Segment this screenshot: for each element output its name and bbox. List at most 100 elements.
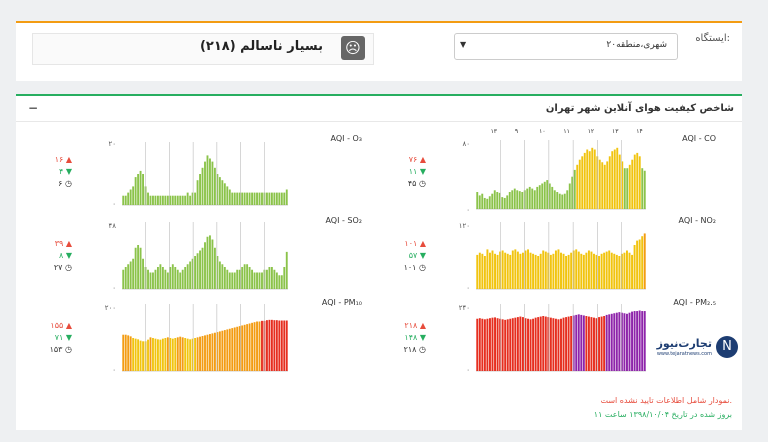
chart-bar bbox=[631, 159, 634, 209]
chart-bar bbox=[587, 316, 590, 371]
chart-bar bbox=[154, 269, 157, 289]
chart-bar bbox=[122, 334, 125, 371]
chart-bar bbox=[273, 320, 276, 371]
chart-bar bbox=[636, 311, 639, 371]
chart-bar bbox=[566, 190, 569, 209]
collapse-button[interactable]: − bbox=[27, 101, 39, 115]
chart-no2-ymax: ۱۲۰ bbox=[458, 222, 470, 230]
chart-bar bbox=[575, 249, 578, 289]
chart-bar bbox=[204, 242, 206, 289]
chart-o3-stats: ۱۶ ▲ ۴ ▼ ۶ ◷ bbox=[46, 154, 72, 190]
chart-bar bbox=[568, 183, 571, 209]
chart-bar bbox=[491, 250, 494, 289]
chart-bar bbox=[541, 183, 544, 209]
chart-pm25 bbox=[476, 304, 646, 372]
chart-bar bbox=[270, 267, 273, 289]
chart-bar bbox=[593, 253, 595, 289]
chart-bar bbox=[199, 250, 201, 289]
chart-bar bbox=[171, 338, 174, 371]
clock-icon: ◷ bbox=[419, 263, 426, 272]
chart-bar bbox=[552, 253, 555, 289]
chart-bar bbox=[213, 332, 216, 371]
chart-bar bbox=[582, 254, 585, 289]
clock-icon: ◷ bbox=[65, 345, 72, 354]
chart-bar bbox=[159, 195, 162, 205]
chart-pm10-min: ۷۱ ▼ bbox=[54, 333, 72, 342]
chart-bar bbox=[139, 170, 142, 205]
chart-bar bbox=[506, 253, 509, 289]
chart-bar bbox=[261, 320, 263, 371]
chart-bar bbox=[209, 334, 211, 371]
chart-bar bbox=[273, 192, 276, 205]
chart-bar bbox=[186, 338, 189, 371]
chart-bar bbox=[179, 272, 182, 289]
chart-bar bbox=[638, 239, 641, 289]
chart-bar bbox=[124, 267, 127, 289]
chart-bar bbox=[513, 188, 516, 209]
chart-bar bbox=[600, 253, 603, 289]
chart-bar bbox=[553, 190, 556, 209]
updated-note: بروز شده در تاریخ ۱۳۹۸/۱۰/۰۴ ساعت ۱۱ bbox=[593, 410, 732, 419]
chart-bar bbox=[483, 197, 486, 209]
chart-bar bbox=[608, 314, 611, 371]
chart-bar bbox=[567, 316, 570, 371]
chart-bar bbox=[547, 317, 550, 371]
chart-pm25-max: ۲۱۸ ▲ bbox=[404, 321, 426, 330]
chart-bar bbox=[199, 336, 201, 371]
chart-label-no2: AQI - NO₂ bbox=[678, 216, 716, 225]
chart-bar bbox=[243, 264, 246, 289]
chart-bar bbox=[544, 316, 547, 371]
chart-bar bbox=[280, 192, 283, 205]
chart-bar bbox=[233, 272, 236, 289]
chart-bar bbox=[501, 250, 504, 289]
chart-bar bbox=[285, 189, 288, 205]
chart-bar bbox=[223, 183, 226, 205]
chart-bar bbox=[552, 318, 555, 371]
chart-bar bbox=[154, 195, 157, 205]
chart-bar bbox=[488, 252, 491, 289]
chart-bar bbox=[258, 321, 261, 371]
chart-bar bbox=[283, 267, 286, 289]
chart-bar bbox=[538, 185, 541, 209]
chart-bar bbox=[285, 320, 288, 371]
chart-bar bbox=[496, 192, 499, 209]
chart-bar bbox=[486, 249, 489, 289]
chart-bar bbox=[528, 186, 531, 209]
chart-bar bbox=[576, 164, 579, 209]
hour-tick-label: ۹ bbox=[515, 128, 518, 135]
chart-bar bbox=[481, 253, 484, 289]
chart-bar bbox=[243, 324, 246, 371]
chart-bar bbox=[134, 338, 137, 371]
chart-bar bbox=[142, 174, 144, 205]
chart-bar bbox=[577, 251, 580, 289]
chart-bar bbox=[506, 319, 509, 371]
chart-o3-ymin: ۰ bbox=[112, 200, 116, 208]
chevron-down-icon: ▼ bbox=[460, 40, 467, 49]
chart-bar bbox=[557, 319, 560, 371]
chart-bar bbox=[127, 335, 130, 371]
chart-bar bbox=[582, 315, 585, 371]
chart-bar bbox=[504, 319, 507, 371]
chart-bar bbox=[152, 272, 154, 289]
chart-bar bbox=[521, 317, 524, 371]
chart-bar bbox=[626, 168, 629, 209]
chart-bar bbox=[641, 168, 644, 209]
chart-bar bbox=[184, 338, 187, 371]
aqi-status-text: بسیار ناسالم (۲۱۸) bbox=[199, 39, 323, 54]
chart-bar bbox=[481, 193, 484, 209]
chart-bar bbox=[201, 247, 204, 289]
chart-bar bbox=[491, 317, 494, 371]
chart-bar bbox=[266, 320, 268, 371]
clock-icon: ◷ bbox=[419, 179, 426, 188]
station-select[interactable]: شهری،منطقه۲۰ ▼ bbox=[454, 33, 678, 60]
chart-co-ymax: ۸۰ bbox=[462, 140, 470, 148]
chart-bar bbox=[514, 249, 517, 289]
chart-bar bbox=[211, 161, 214, 205]
chart-bar bbox=[174, 338, 177, 371]
chart-bar bbox=[476, 318, 479, 371]
chart-bar bbox=[122, 269, 125, 289]
chart-bar bbox=[283, 320, 286, 371]
chart-bar bbox=[519, 253, 522, 289]
chart-no2-min: ۵۷ ▼ bbox=[408, 251, 426, 260]
chart-bar bbox=[268, 192, 271, 205]
